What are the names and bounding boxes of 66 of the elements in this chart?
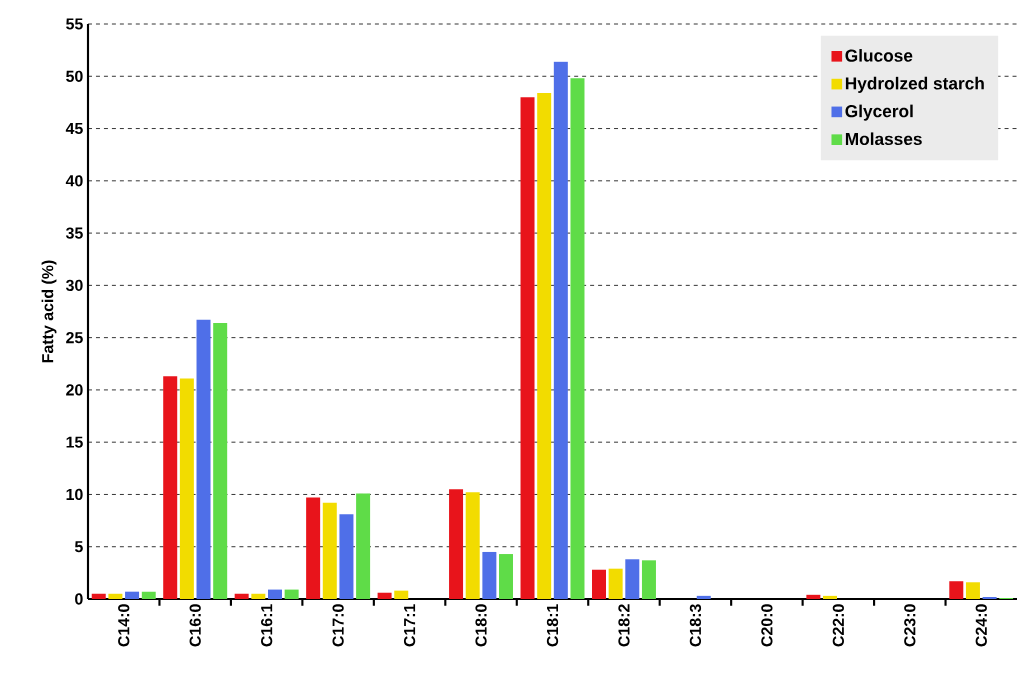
x-tick-label: C14:0 [118,604,130,647]
y-tick-label: 15 [66,436,83,448]
legend-label: Glucose [845,49,913,62]
bar [465,492,480,599]
bar [520,97,535,599]
bar [394,590,409,599]
bar [213,323,228,599]
bar [449,489,464,599]
x-tick-label: C16:1 [261,604,273,647]
bar [125,591,140,599]
y-tick-label: 10 [66,488,83,501]
bar [141,591,156,599]
bar [696,595,711,599]
bar [965,582,980,599]
bar [641,560,656,599]
bar [179,378,194,599]
bar [251,593,266,599]
bar [806,594,821,599]
y-axis-title: Fatty acid (%) [41,260,57,363]
y-tick-label: 50 [66,70,83,82]
x-tick-label: C18:3 [689,604,702,647]
bar [949,581,964,599]
legend-label: Hydrolzed starch [845,76,984,93]
y-tick-label: 45 [65,122,83,135]
y-tick-label: 20 [66,384,83,396]
bar [306,497,321,599]
bar [234,593,249,599]
bar [91,593,106,599]
bar [570,78,585,599]
bar [267,589,282,599]
bar [608,568,623,599]
y-tick-label: 30 [65,279,83,292]
bar [108,593,123,599]
x-tick-label: C18:2 [618,604,630,647]
x-tick-label: C17:1 [403,604,416,647]
bar [377,592,392,599]
x-tick-label: C20:0 [761,604,773,647]
bar [196,319,211,599]
y-tick-label: 25 [66,332,83,344]
bar [499,554,514,599]
y-tick-label: 5 [74,541,83,553]
bar [482,551,497,599]
y-tick-label: 40 [65,175,83,187]
legend-label: Molasses [845,132,922,146]
legend-label: Glycerol [845,104,913,121]
x-tick-label: C16:0 [189,604,201,647]
bar [322,502,337,599]
y-tick-label: 35 [65,227,83,239]
y-tick-label: 0 [75,593,83,605]
bar [823,595,838,599]
bar [356,493,371,599]
bar [163,376,178,599]
x-tick-label: C17:0 [332,604,344,647]
bar [284,589,299,599]
y-tick-label: 55 [66,18,83,30]
x-tick-label: C23:0 [904,604,916,647]
x-tick-label: C24:0 [975,604,987,647]
x-tick-label: C18:0 [475,604,487,647]
bar [591,569,606,599]
bar [982,596,997,599]
bar [537,93,552,599]
x-tick-label: C22:0 [832,604,844,647]
x-tick-label: C18:1 [546,604,559,647]
bar [625,559,640,599]
bar [339,514,354,599]
bar [553,61,568,599]
